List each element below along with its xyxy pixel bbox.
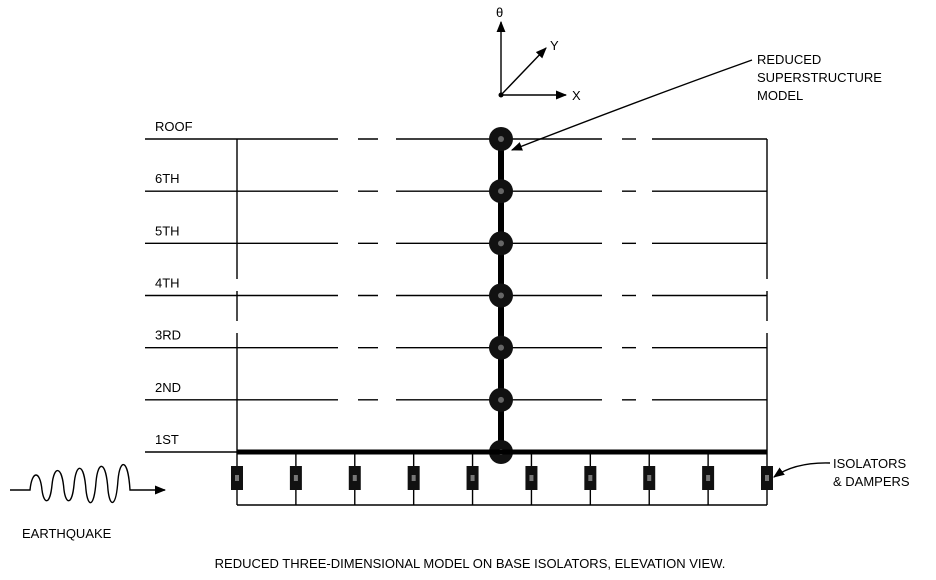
isolator-core <box>706 475 711 481</box>
coordinate-axes <box>496 20 568 100</box>
floor-label: 5TH <box>155 223 180 238</box>
node-center <box>498 136 504 142</box>
x-label: X <box>572 88 581 103</box>
node-center <box>498 188 504 195</box>
floors: ROOF 6TH 5TH 4TH 3RD 2ND 1ST <box>145 119 767 453</box>
callout-line: REDUCED <box>757 52 821 67</box>
isolator-core <box>470 475 475 481</box>
floor-label: 4TH <box>155 276 180 291</box>
isolator-core <box>529 475 534 481</box>
floor-label: ROOF <box>155 119 193 134</box>
callout-line: ISOLATORS <box>833 456 907 471</box>
callout-line: SUPERSTRUCTURE <box>757 70 882 85</box>
earthquake-wave <box>10 464 167 504</box>
isolator-core <box>411 475 416 481</box>
y-label: Y <box>550 38 559 53</box>
node-center <box>498 240 504 247</box>
isolator-core <box>588 475 593 481</box>
floor-label: 3RD <box>155 328 181 343</box>
node-center <box>498 292 504 299</box>
callout-arrow <box>773 462 831 478</box>
floor-label: 1ST <box>155 432 179 447</box>
floor-label: 6TH <box>155 171 180 186</box>
earthquake-label: EARTHQUAKE <box>22 526 112 541</box>
isolator-core <box>647 475 652 481</box>
node-center <box>498 344 504 351</box>
isolator-core <box>352 475 357 481</box>
isolator-core <box>765 475 769 481</box>
theta-label: θ <box>496 5 503 20</box>
callout-line: MODEL <box>757 88 803 103</box>
isolators <box>231 452 773 505</box>
caption: REDUCED THREE-DIMENSIONAL MODEL ON BASE … <box>215 556 726 571</box>
callout-arrow <box>510 59 753 151</box>
isolator-core <box>293 475 298 481</box>
node-center <box>498 396 504 403</box>
floor-label: 2ND <box>155 380 181 395</box>
isolator-core <box>235 475 239 481</box>
callout-line: & DAMPERS <box>833 474 910 489</box>
